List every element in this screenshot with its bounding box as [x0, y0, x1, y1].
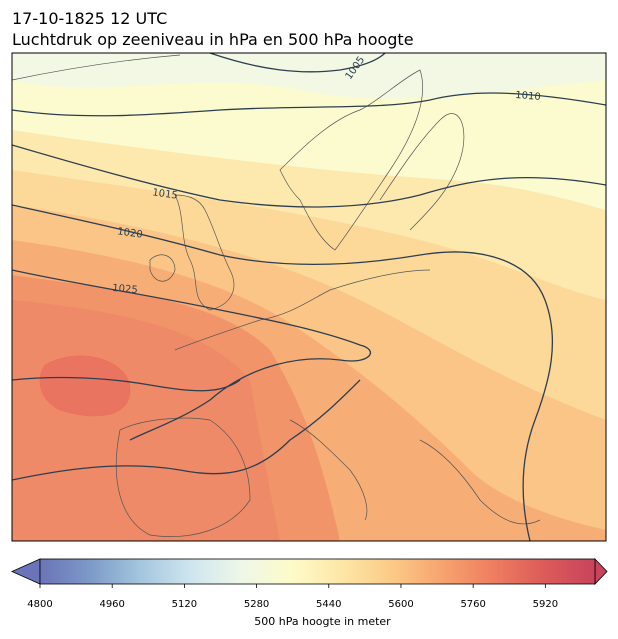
colorbar-tick-label: 5920 [533, 599, 558, 610]
coastlines [12, 54, 541, 537]
colorbar [39, 558, 596, 585]
colorbar-extend-high [594, 558, 608, 585]
colorbar-tick-label: 5120 [172, 599, 197, 610]
colorbar-tick-label: 5760 [460, 599, 485, 610]
isobar-label: 1015 [152, 187, 179, 201]
colorbar-label: 500 hPa hoogte in meter [254, 615, 391, 628]
colorbar-extend-low [11, 558, 41, 585]
map-subtitle: Luchtdruk op zeeniveau in hPa en 500 hPa… [12, 30, 414, 49]
colorbar-tick-label: 5600 [388, 599, 413, 610]
isobar-label: 1025 [112, 283, 138, 296]
colorbar-tick-label: 4800 [27, 599, 52, 610]
isobars [12, 53, 606, 541]
map-title: 17-10-1825 12 UTC [12, 9, 167, 28]
isobar-label: 1020 [117, 226, 144, 240]
isobar-label: 1010 [515, 90, 541, 103]
map-area [12, 53, 606, 541]
colorbar-tick-label: 5280 [244, 599, 269, 610]
colorbar-tick-label: 4960 [99, 599, 124, 610]
map-frame [11, 52, 607, 542]
colorbar-tick-label: 5440 [316, 599, 341, 610]
